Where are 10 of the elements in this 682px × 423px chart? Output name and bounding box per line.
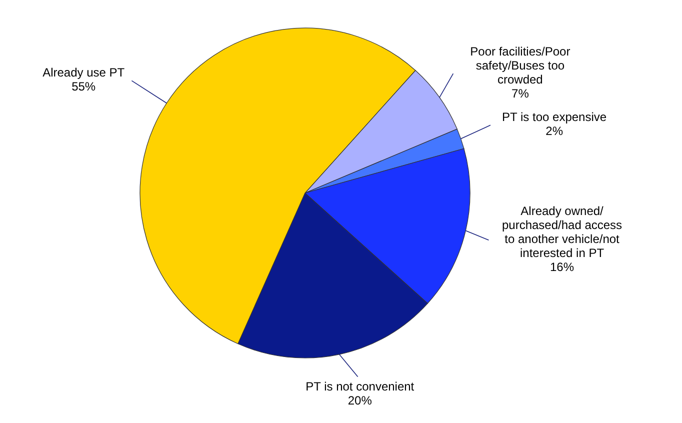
data-label: 16%: [550, 260, 574, 274]
slice-label: Already use PT: [42, 66, 126, 80]
data-label: 20%: [348, 394, 372, 408]
slice-label: Poor facilities/Poor safety/Buses too crowded: [470, 44, 570, 87]
data-label: 7%: [512, 86, 530, 101]
data-label: 2%: [546, 124, 564, 138]
data-label: 55%: [72, 80, 96, 94]
slice-label: Already owned/purchased/had access to another vehicle/not interested in PT: [502, 204, 622, 260]
slice-label: PT is not convenient: [306, 380, 415, 394]
slice-label: PT is too expensive: [502, 110, 607, 124]
